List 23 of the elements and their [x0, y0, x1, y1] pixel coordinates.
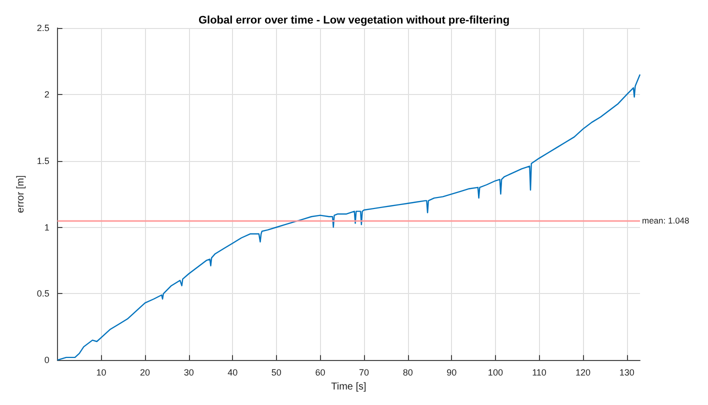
x-tick-label: 70 [359, 368, 370, 378]
y-tick-label: 2.5 [36, 23, 50, 33]
y-tick-label: 2 [44, 89, 50, 100]
x-tick-label: 20 [140, 368, 150, 378]
x-tick-label: 130 [619, 368, 634, 378]
ref-line-label: mean: 1.048 [642, 216, 690, 226]
x-axis-title: Time [s] [331, 382, 367, 392]
x-tick-label: 40 [228, 368, 238, 378]
x-tick-label: 120 [576, 368, 591, 378]
x-tick-label: 10 [96, 368, 106, 378]
x-tick-label: 60 [315, 368, 326, 378]
y-tick-label: 1 [44, 222, 50, 232]
x-tick-label: 100 [488, 368, 503, 378]
x-tick-label: 30 [184, 368, 194, 378]
y-axis-title: error [m] [16, 174, 26, 213]
chart-title: Global error over time - Low vegetation without pre-filtering [198, 14, 510, 26]
x-tick-label: 110 [532, 368, 546, 378]
y-tick-label: 1.5 [36, 156, 50, 166]
y-tick-label: 0 [44, 355, 50, 366]
x-tick-label: 80 [402, 368, 413, 378]
y-tick-label: 0.5 [36, 288, 50, 299]
x-tick-label: 50 [271, 368, 282, 378]
x-tick-label: 90 [446, 368, 457, 378]
